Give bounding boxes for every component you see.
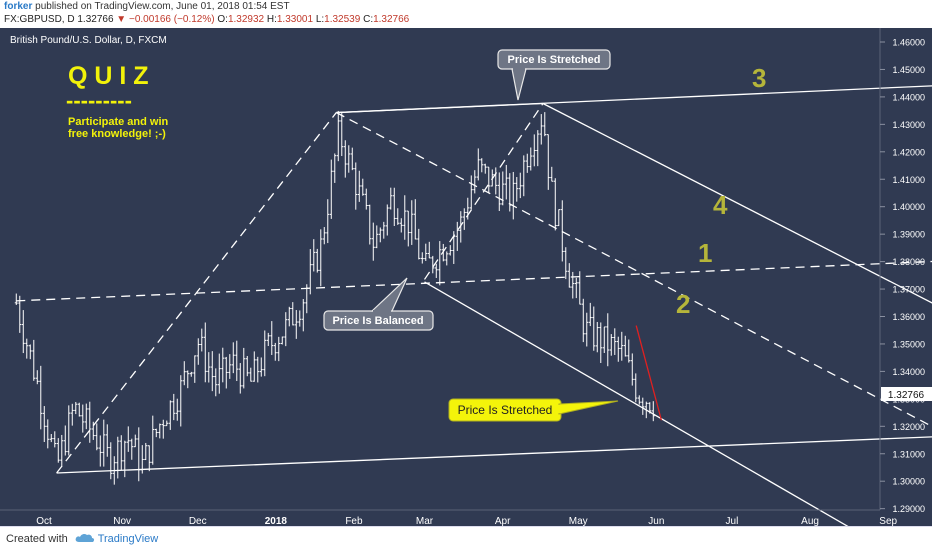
tradingview-link[interactable]: TradingView — [97, 532, 159, 545]
tradingview-cloud-icon[interactable] — [75, 532, 95, 546]
median-line-1[interactable] — [16, 260, 932, 302]
symbol-name: FX:GBPUSD, D — [4, 14, 75, 25]
price-tick-label: 1.46000 — [892, 38, 925, 48]
price-tick-label: 1.31000 — [892, 449, 925, 459]
time-tick-label: Jun — [648, 516, 664, 526]
price-tick-label: 1.36000 — [892, 312, 925, 322]
time-axis[interactable]: Oct Nov Dec 2018 Feb Mar Apr May Jun Jul Aug Sep — [0, 509, 898, 526]
pitchfork-top-connector[interactable] — [336, 102, 543, 114]
price-tick-label: 1.41000 — [892, 175, 925, 185]
price-tick-label: 1.44000 — [892, 92, 925, 102]
line-number-2: 2 — [676, 289, 690, 319]
price-tick-label: 1.42000 — [892, 147, 925, 157]
created-with: Created with TradingView — [6, 532, 158, 546]
author-link[interactable]: forker — [4, 1, 33, 12]
price-change: ▼ −0.00166 (−0.12%) — [116, 14, 215, 25]
line-number-3: 3 — [752, 63, 766, 93]
close-label: C: — [363, 14, 374, 25]
quiz-title: Q U I Z — [68, 62, 149, 90]
line-number-1: 1 — [698, 238, 712, 268]
callout-middle-label: Price Is Balanced — [332, 315, 423, 327]
red-stretch-segment[interactable] — [635, 325, 663, 421]
time-tick-label: Dec — [189, 516, 207, 526]
quiz-text-line-2: free knowledge! ;-) — [68, 128, 166, 140]
time-tick-label: Sep — [879, 516, 897, 526]
open-value: 1.32932 — [227, 14, 265, 25]
pitchfork-lower-median-line[interactable] — [56, 436, 932, 474]
chart-header: forker published on TradingView.com, Jun… — [0, 0, 932, 28]
symbol-info: FX:GBPUSD, D 1.32766 ▼ −0.00166 (−0.12%)… — [4, 14, 409, 25]
callout-bottom-label: Price Is Stretched — [458, 403, 553, 417]
time-tick-label: Apr — [495, 516, 511, 526]
trend-drawings — [16, 85, 932, 526]
price-tick-label: 1.37000 — [892, 285, 925, 295]
publish-info: forker published on TradingView.com, Jun… — [4, 1, 290, 12]
low-label: L: — [315, 14, 325, 25]
close-value: 1.32766 — [373, 14, 410, 25]
pitchfork-handle-upper[interactable] — [423, 103, 544, 280]
price-tick-label: 1.35000 — [892, 339, 925, 349]
plot-background — [0, 28, 932, 526]
upper-parallel-line-4[interactable] — [542, 102, 932, 317]
quiz-underline: --------- — [66, 88, 132, 113]
price-tick-label: 1.32000 — [892, 422, 925, 432]
time-tick-label: May — [569, 516, 588, 526]
chart-title: British Pound/U.S. Dollar, D, FXCM — [10, 35, 167, 46]
created-with-label: Created with — [6, 532, 68, 545]
high-value: 1.33001 — [276, 14, 314, 25]
line-number-4: 4 — [713, 190, 728, 220]
callout-top: Price Is Stretched — [497, 49, 611, 101]
pitchfork-median-line-2[interactable] — [336, 111, 932, 440]
price-axis[interactable]: 1.46000 1.45000 1.44000 1.43000 1.42000 1.410… — [879, 28, 925, 514]
callout-top-label: Price Is Stretched — [508, 54, 601, 66]
quiz-annotations: Q U I Z --------- Participate and win fr… — [66, 49, 766, 422]
price-tick-label: 1.39000 — [892, 230, 925, 240]
chart-canvas[interactable]: 1.46000 1.45000 1.44000 1.43000 1.42000 1.410… — [0, 28, 932, 526]
high-label: H: — [266, 14, 277, 25]
price-tick-label: 1.29000 — [892, 504, 925, 514]
last-price: 1.32766 — [77, 14, 114, 25]
publish-text: published on TradingView.com, June 01, 2… — [32, 1, 290, 12]
time-tick-label: Nov — [113, 516, 131, 526]
chart-footer: Created with TradingView — [0, 526, 932, 551]
price-tick-label: 1.45000 — [892, 65, 925, 75]
chart-area[interactable]: 1.46000 1.45000 1.44000 1.43000 1.42000 1.410… — [0, 28, 932, 526]
time-tick-label: Aug — [801, 516, 819, 526]
price-tick-label: 1.43000 — [892, 120, 925, 130]
quiz-text-line-1: Participate and win — [68, 116, 169, 128]
callout-bottom: Price Is Stretched — [448, 398, 619, 422]
time-tick-label: Jul — [726, 516, 739, 526]
time-tick-label: Oct — [36, 516, 52, 526]
open-label: O: — [217, 14, 228, 25]
current-price-tag: 1.32766 — [881, 387, 932, 401]
time-tick-label: Mar — [416, 516, 434, 526]
price-tick-label: 1.40000 — [892, 202, 925, 212]
price-tick-label: 1.30000 — [892, 477, 925, 487]
callout-middle: Price Is Balanced — [323, 277, 434, 331]
current-price-label: 1.32766 — [888, 390, 925, 401]
price-tick-label: 1.38000 — [892, 257, 925, 267]
time-tick-label: 2018 — [265, 516, 288, 526]
low-value: 1.32539 — [324, 14, 361, 25]
price-tick-label: 1.34000 — [892, 367, 925, 377]
time-tick-label: Feb — [345, 516, 363, 526]
lower-parallel-line[interactable] — [424, 281, 851, 526]
